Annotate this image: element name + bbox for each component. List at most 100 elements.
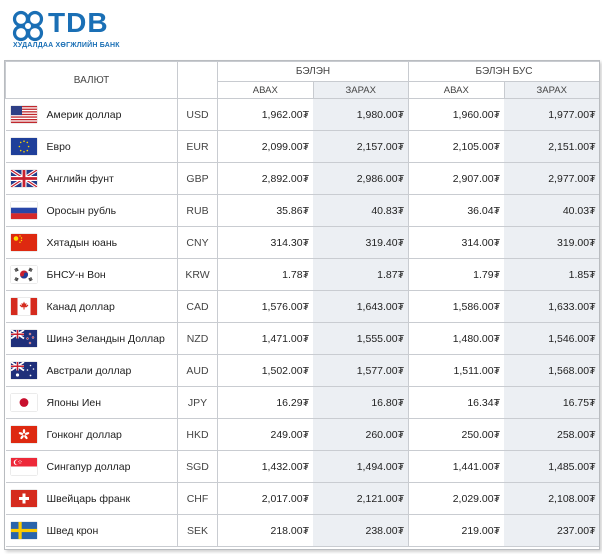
cash-sell-rate: 1,555.00₮	[313, 322, 409, 355]
logo-text: TDB	[48, 7, 109, 38]
currency-name: Гонконг доллар	[41, 418, 178, 451]
noncash-buy-rate: 36.04₮	[408, 194, 505, 227]
rate-rows: Америк доллар USD 1,962.00₮ 1,980.00₮ 1,960.…	[5, 98, 599, 547]
gb-flag-icon	[10, 170, 37, 187]
cash-sell-rate: 1,494.00₮	[313, 450, 409, 483]
cash-sell-rate: 2,121.00₮	[313, 482, 409, 515]
rate-row-hkd: Гонконг доллар HKD 249.00₮ 260.00₮ 250.00₮ 25…	[5, 418, 599, 451]
currency-name: Канад доллар	[41, 290, 178, 323]
currency-code: CNY	[177, 226, 219, 259]
cash-sell-rate: 260.00₮	[313, 418, 409, 451]
currency-code: HKD	[177, 418, 219, 451]
currency-name: Швед крон	[41, 514, 178, 547]
noncash-buy-rate: 250.00₮	[408, 418, 505, 451]
currency-name: Сингапур доллар	[41, 450, 178, 483]
currency-code: CAD	[177, 290, 219, 323]
exchange-rate-table: ВАЛЮТ БЭЛЭН БЭЛЭН БУС АВАХ ЗАРАХ АВАХ ЗА…	[5, 61, 599, 547]
currency-name: Евро	[41, 130, 178, 163]
currency-name: Хятадын юань	[41, 226, 178, 259]
tdb-logo-icon	[12, 10, 44, 42]
cash-buy-rate: 2,892.00₮	[217, 162, 314, 195]
flag-cell	[5, 514, 42, 547]
rate-row-nzd: Шинэ Зеландын Доллар NZD 1,471.00₮ 1,555.00…	[5, 322, 599, 355]
us-flag-icon	[10, 106, 37, 123]
cash-buy-rate: 314.30₮	[217, 226, 314, 259]
se-flag-icon	[10, 522, 37, 539]
cash-sell-rate: 238.00₮	[313, 514, 409, 547]
cash-buy-rate: 35.86₮	[217, 194, 314, 227]
sg-flag-icon	[10, 458, 37, 475]
noncash-sell-rate: 40.03₮	[504, 194, 599, 227]
bank-logo[interactable]: TDB ХУДАЛДАА ХӨГЖЛИЙН БАНК	[10, 6, 130, 50]
currency-code: SEK	[177, 514, 219, 547]
rate-row-usd: Америк доллар USD 1,962.00₮ 1,980.00₮ 1,960.…	[5, 98, 599, 131]
cash-sell-rate: 319.40₮	[313, 226, 409, 259]
flag-cell	[5, 354, 42, 387]
cash-sell-rate: 2,986.00₮	[313, 162, 409, 195]
noncash-buy-rate: 1,586.00₮	[408, 290, 505, 323]
noncash-sell-rate: 2,151.00₮	[504, 130, 599, 163]
jp-flag-icon	[10, 394, 37, 411]
header-code-blank	[177, 61, 219, 99]
rate-row-cny: Хятадын юань CNY 314.30₮ 319.40₮ 314.00₮ 319.…	[5, 226, 599, 259]
header-currency: ВАЛЮТ	[5, 61, 179, 99]
header-cash: БЭЛЭН	[217, 61, 410, 82]
rate-row-sek: Швед крон SEK 218.00₮ 238.00₮ 219.00₮ 237.00₮	[5, 514, 599, 547]
flag-cell	[5, 162, 42, 195]
header-noncash-buy: АВАХ	[408, 81, 505, 99]
currency-code: NZD	[177, 322, 219, 355]
flag-cell	[5, 130, 42, 163]
cash-buy-rate: 16.29₮	[217, 386, 314, 419]
nz-flag-icon	[10, 330, 37, 347]
ca-flag-icon	[10, 298, 37, 315]
flag-cell	[5, 290, 42, 323]
currency-name: Японы Иен	[41, 386, 178, 419]
ch-flag-icon	[10, 490, 37, 507]
currency-code: JPY	[177, 386, 219, 419]
noncash-sell-rate: 237.00₮	[504, 514, 599, 547]
noncash-buy-rate: 2,029.00₮	[408, 482, 505, 515]
noncash-buy-rate: 16.34₮	[408, 386, 505, 419]
cash-buy-rate: 1,576.00₮	[217, 290, 314, 323]
currency-code: SGD	[177, 450, 219, 483]
rate-row-aud: Австрали доллар AUD 1,502.00₮ 1,577.00₮ 1,51…	[5, 354, 599, 387]
cash-sell-rate: 1,577.00₮	[313, 354, 409, 387]
header-noncash-sell: ЗАРАХ	[503, 81, 599, 99]
header-cash-buy: АВАХ	[217, 81, 314, 99]
flag-cell	[5, 194, 42, 227]
noncash-buy-rate: 219.00₮	[408, 514, 505, 547]
currency-name: Шинэ Зеландын Доллар	[41, 322, 178, 355]
rate-row-sgd: Сингапур доллар SGD 1,432.00₮ 1,494.00₮ 1,44…	[5, 450, 599, 483]
header-noncash: БЭЛЭН БУС	[408, 61, 599, 82]
au-flag-icon	[10, 362, 37, 379]
kr-flag-icon	[10, 266, 37, 283]
cn-flag-icon	[10, 234, 37, 251]
noncash-sell-rate: 1.85₮	[504, 258, 599, 291]
noncash-buy-rate: 2,105.00₮	[408, 130, 505, 163]
currency-name: Америк доллар	[41, 98, 178, 131]
flag-cell	[5, 418, 42, 451]
noncash-sell-rate: 1,485.00₮	[504, 450, 599, 483]
rate-row-krw: БНСУ-н Вон KRW 1.78₮ 1.87₮ 1.79₮ 1.85₮	[5, 258, 599, 291]
noncash-buy-rate: 1,441.00₮	[408, 450, 505, 483]
cash-buy-rate: 1,962.00₮	[217, 98, 314, 131]
ru-flag-icon	[10, 202, 37, 219]
noncash-sell-rate: 1,546.00₮	[504, 322, 599, 355]
cash-buy-rate: 2,099.00₮	[217, 130, 314, 163]
noncash-sell-rate: 16.75₮	[504, 386, 599, 419]
noncash-sell-rate: 258.00₮	[504, 418, 599, 451]
rate-row-jpy: Японы Иен JPY 16.29₮ 16.80₮ 16.34₮ 16.75₮	[5, 386, 599, 419]
flag-cell	[5, 226, 42, 259]
flag-cell	[5, 482, 42, 515]
noncash-sell-rate: 1,633.00₮	[504, 290, 599, 323]
currency-name: БНСУ-н Вон	[41, 258, 178, 291]
currency-code: AUD	[177, 354, 219, 387]
eu-flag-icon	[10, 138, 37, 155]
cash-sell-rate: 1.87₮	[313, 258, 409, 291]
currency-name: Английн фунт	[41, 162, 178, 195]
cash-buy-rate: 1,502.00₮	[217, 354, 314, 387]
noncash-buy-rate: 1,511.00₮	[408, 354, 505, 387]
rate-row-eur: Евро EUR 2,099.00₮ 2,157.00₮ 2,105.00₮ 2,151.…	[5, 130, 599, 163]
flag-cell	[5, 450, 42, 483]
noncash-sell-rate: 2,977.00₮	[504, 162, 599, 195]
